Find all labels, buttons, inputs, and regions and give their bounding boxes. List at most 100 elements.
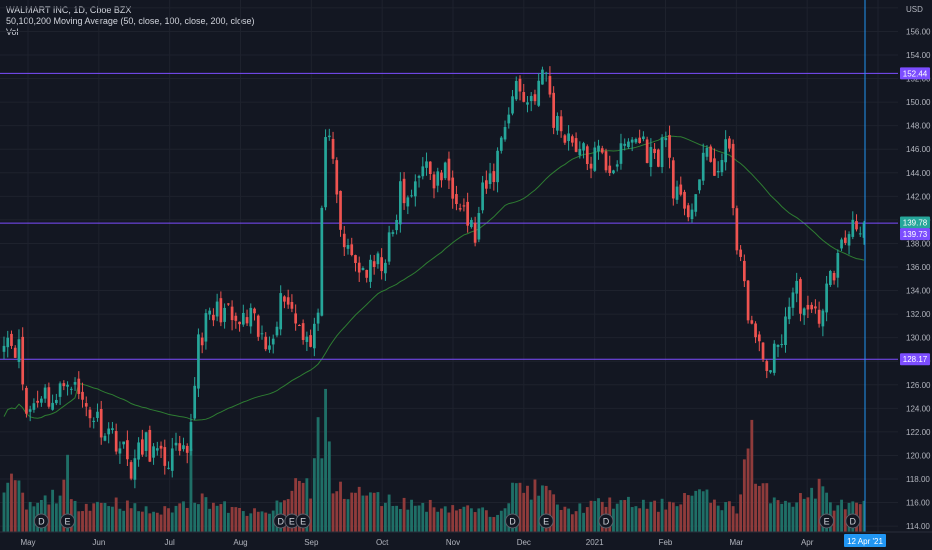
candle-body <box>638 137 641 143</box>
candle-body <box>178 443 182 451</box>
candle-body <box>544 72 548 74</box>
candle-body <box>541 69 544 85</box>
volume-bar <box>140 511 144 532</box>
volume-bar <box>193 502 197 532</box>
dividend-marker[interactable] <box>845 513 861 529</box>
earnings-marker[interactable] <box>60 513 76 529</box>
price-tick-label: 130.00 <box>906 334 931 343</box>
volume-bar <box>443 506 447 532</box>
volume-bar <box>436 511 440 532</box>
candle-body <box>200 337 204 346</box>
volume-bar <box>466 505 470 532</box>
candle-body <box>757 334 761 342</box>
moving-average-lines <box>3 135 865 421</box>
volume-label[interactable]: Vol <box>6 27 19 37</box>
volume-bar <box>357 486 361 532</box>
price-label-box[interactable] <box>900 216 930 229</box>
candle-body <box>432 174 436 189</box>
crosshair-date-box[interactable] <box>844 534 886 547</box>
candle-body <box>148 429 152 462</box>
time-tick-label: Oct <box>376 538 389 547</box>
candle-body <box>298 325 301 327</box>
volume-bar <box>813 498 817 532</box>
dividend-marker[interactable] <box>598 513 614 529</box>
candle-body <box>88 409 92 419</box>
price-label: 139.73 <box>903 230 928 239</box>
earnings-marker[interactable] <box>538 513 554 529</box>
earnings-marker[interactable] <box>295 513 311 529</box>
price-axis[interactable]: USD 114.00 116.00 118.00 120.00 122.00 124.00 1… <box>898 0 932 550</box>
price-label-box[interactable] <box>900 353 930 366</box>
price-label-box[interactable] <box>900 228 930 241</box>
volume-bar <box>567 508 571 532</box>
volume-bar <box>649 501 653 532</box>
volume-bar <box>256 511 260 532</box>
price-label: 128.17 <box>903 355 928 364</box>
price-tick-label: 154.00 <box>906 51 931 60</box>
candle-body <box>159 445 163 449</box>
time-axis[interactable]: MayJunJulAugSepOctNovDec2021FebMarApr221… <box>0 531 932 550</box>
volume-bar <box>836 505 840 532</box>
volume-bar <box>724 502 728 532</box>
volume-bar <box>727 501 731 532</box>
volume-bar <box>410 499 413 532</box>
symbol-title[interactable]: WALMART INC, 1D, Cboe BZX <box>6 5 132 15</box>
volume-bar <box>346 499 350 532</box>
moving-average-label[interactable]: 50,100,200 Moving Average (50, close, 10… <box>6 16 255 26</box>
candle-body <box>754 323 757 338</box>
volume-bar <box>544 485 548 532</box>
price-tick-label: 142.00 <box>906 192 931 201</box>
candle-body <box>369 259 372 282</box>
candle-body <box>185 445 189 453</box>
price-label-box[interactable] <box>900 67 930 80</box>
candle-body <box>286 297 290 305</box>
volume-bar <box>492 517 496 532</box>
volume-bar <box>641 499 645 532</box>
volume-bar <box>784 500 787 532</box>
candle-body <box>155 448 159 451</box>
volume-bar <box>716 505 720 532</box>
candle-body <box>163 447 167 466</box>
price-tick-label: 122.00 <box>906 428 931 437</box>
candle-body <box>114 431 118 452</box>
time-tick-label: Sep <box>304 538 319 547</box>
candle-body <box>630 139 634 143</box>
volume-bar <box>290 490 294 532</box>
candle-body <box>215 301 219 317</box>
volume-bar <box>720 510 724 532</box>
volume-bar <box>21 492 25 532</box>
volume-bar <box>627 496 630 532</box>
candle-body <box>447 158 451 181</box>
volume-bar <box>503 508 507 532</box>
candle-body <box>683 191 686 209</box>
volume-bar <box>144 506 148 532</box>
earnings-marker[interactable] <box>819 513 835 529</box>
candle-body <box>518 78 522 92</box>
candle-body <box>660 137 664 168</box>
volume-bar <box>574 511 578 532</box>
volume-bar <box>787 502 791 532</box>
volume-bar <box>499 510 503 532</box>
price-label: 152.44 <box>903 69 928 78</box>
candle-body <box>99 409 103 438</box>
candle-body <box>851 219 855 237</box>
volume-bar <box>776 500 780 532</box>
price-tick-label: 116.00 <box>906 499 930 508</box>
candle-body <box>559 116 563 132</box>
candle-body <box>832 272 836 281</box>
candle-body <box>13 347 17 358</box>
horizontal-levels[interactable] <box>0 72 898 360</box>
candle-body <box>705 148 709 157</box>
candle-body <box>92 420 96 422</box>
volume-bar <box>518 482 522 532</box>
volume-bar <box>305 478 309 532</box>
volume-bar <box>391 505 395 532</box>
volume-bars <box>2 388 866 532</box>
dividend-marker[interactable] <box>505 513 521 529</box>
dividend-marker[interactable] <box>33 513 49 529</box>
volume-bar <box>488 516 492 532</box>
candle-body <box>455 194 458 204</box>
volume-bar <box>133 503 137 532</box>
